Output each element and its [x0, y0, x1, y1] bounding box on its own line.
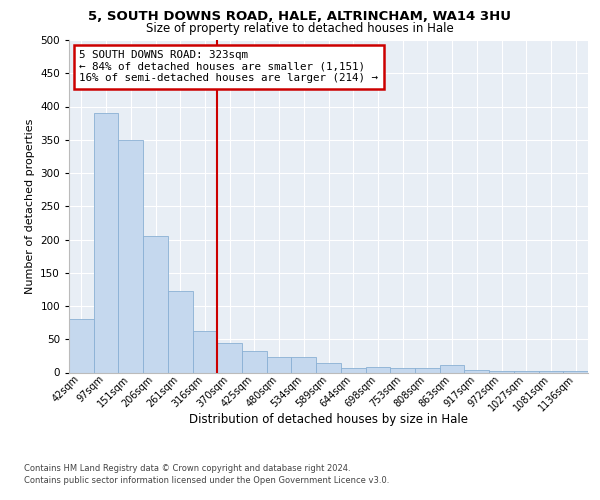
- Bar: [217, 342, 242, 372]
- Bar: [415, 368, 440, 372]
- Bar: [193, 330, 217, 372]
- Bar: [440, 365, 464, 372]
- Text: Contains public sector information licensed under the Open Government Licence v3: Contains public sector information licen…: [24, 476, 389, 485]
- Text: Contains HM Land Registry data © Crown copyright and database right 2024.: Contains HM Land Registry data © Crown c…: [24, 464, 350, 473]
- Bar: [267, 357, 292, 372]
- Text: Size of property relative to detached houses in Hale: Size of property relative to detached ho…: [146, 22, 454, 35]
- Bar: [118, 140, 143, 372]
- Bar: [563, 370, 588, 372]
- Text: 5 SOUTH DOWNS ROAD: 323sqm
← 84% of detached houses are smaller (1,151)
16% of s: 5 SOUTH DOWNS ROAD: 323sqm ← 84% of deta…: [79, 50, 379, 83]
- Bar: [94, 113, 118, 372]
- Bar: [365, 366, 390, 372]
- Bar: [242, 351, 267, 372]
- Bar: [489, 371, 514, 372]
- Bar: [514, 371, 539, 372]
- Bar: [168, 292, 193, 372]
- Bar: [292, 356, 316, 372]
- Bar: [464, 370, 489, 372]
- Text: 5, SOUTH DOWNS ROAD, HALE, ALTRINCHAM, WA14 3HU: 5, SOUTH DOWNS ROAD, HALE, ALTRINCHAM, W…: [89, 10, 511, 23]
- Text: Distribution of detached houses by size in Hale: Distribution of detached houses by size …: [190, 412, 469, 426]
- Bar: [143, 236, 168, 372]
- Bar: [69, 320, 94, 372]
- Y-axis label: Number of detached properties: Number of detached properties: [25, 118, 35, 294]
- Bar: [341, 368, 365, 372]
- Bar: [390, 368, 415, 372]
- Bar: [539, 371, 563, 372]
- Bar: [316, 363, 341, 372]
